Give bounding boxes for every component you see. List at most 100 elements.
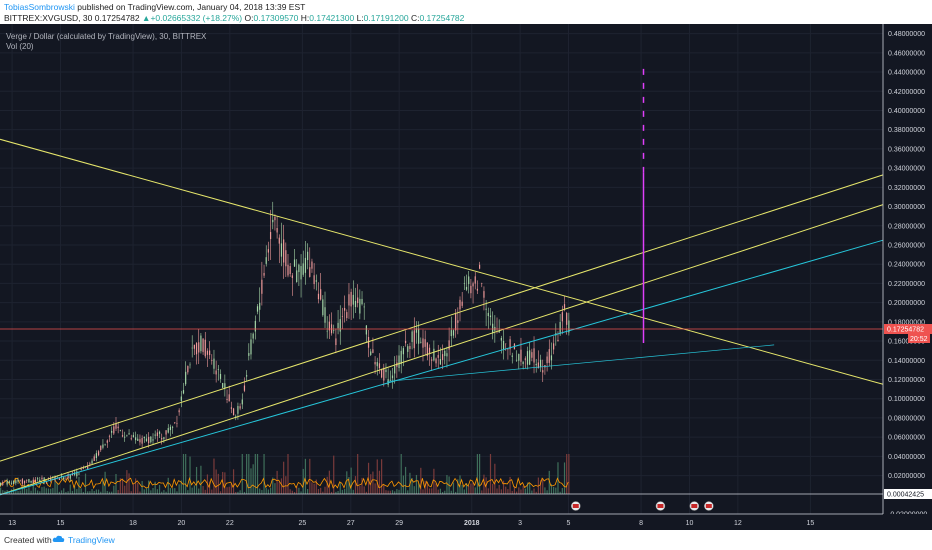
candle bbox=[78, 473, 80, 475]
candle bbox=[265, 257, 267, 264]
time-tick-label: 5 bbox=[567, 520, 571, 527]
candle bbox=[335, 338, 337, 346]
candle bbox=[119, 430, 121, 431]
candle bbox=[520, 349, 522, 362]
candle bbox=[354, 300, 357, 308]
volume-bar bbox=[324, 486, 326, 494]
candle bbox=[259, 302, 261, 310]
volume-bar bbox=[450, 490, 452, 494]
candle bbox=[217, 369, 219, 370]
candle bbox=[248, 353, 250, 356]
candle bbox=[400, 350, 402, 365]
chart-area[interactable]: 0.48000000 0.46000000 0.44000000 0.42000000… bbox=[0, 24, 932, 530]
candle bbox=[474, 276, 476, 284]
candle bbox=[539, 359, 542, 368]
volume-bar bbox=[426, 482, 428, 494]
publish-info: TobiasSombrowski published on TradingVie… bbox=[4, 2, 305, 12]
candle bbox=[228, 394, 230, 402]
candle bbox=[80, 468, 82, 470]
time-tick-label: 15 bbox=[807, 520, 815, 527]
candle bbox=[104, 444, 106, 445]
volume-bar bbox=[352, 489, 354, 494]
volume-bar bbox=[411, 477, 413, 494]
candle bbox=[126, 435, 128, 437]
volume-bar bbox=[542, 478, 544, 494]
candle bbox=[154, 434, 156, 436]
volume-bar bbox=[400, 454, 402, 494]
candle bbox=[272, 219, 274, 223]
candle bbox=[422, 338, 424, 348]
volume-bar bbox=[320, 487, 322, 494]
candle bbox=[111, 431, 113, 433]
candle bbox=[124, 436, 126, 438]
author-link[interactable]: TobiasSombrowski bbox=[4, 2, 75, 12]
candle bbox=[187, 366, 189, 373]
time-tick-label: 20 bbox=[178, 520, 186, 527]
candle bbox=[176, 423, 178, 425]
price-chart[interactable]: 0.48000000 0.46000000 0.44000000 0.42000000… bbox=[0, 24, 932, 530]
event-flag-icon bbox=[705, 504, 712, 508]
last-price: 0.17254782 bbox=[94, 13, 140, 23]
candle bbox=[328, 321, 330, 331]
candle bbox=[63, 477, 65, 480]
volume-bar bbox=[71, 490, 74, 494]
low-label: L: bbox=[356, 13, 364, 23]
volume-bar bbox=[34, 487, 37, 494]
volume-bar bbox=[0, 487, 2, 494]
volume-bar bbox=[296, 486, 298, 494]
volume-bar bbox=[167, 477, 169, 494]
volume-bar bbox=[398, 489, 400, 494]
volume-bar bbox=[82, 491, 84, 494]
volume-bar bbox=[322, 491, 324, 494]
candle bbox=[304, 257, 307, 273]
candle bbox=[333, 330, 335, 331]
volume-bar bbox=[289, 489, 291, 494]
volume-bar bbox=[424, 480, 426, 494]
candle bbox=[459, 299, 461, 310]
volume-bar bbox=[178, 484, 180, 494]
volume-bar bbox=[87, 491, 89, 494]
volume-bar bbox=[354, 476, 357, 494]
volume-bar bbox=[248, 454, 250, 494]
candle bbox=[65, 478, 67, 480]
candle bbox=[487, 312, 489, 317]
time-tick-label: 12 bbox=[734, 520, 742, 527]
volume-bar bbox=[65, 491, 67, 494]
volume-bar bbox=[557, 462, 559, 494]
volume-bar bbox=[476, 454, 479, 494]
volume-bar bbox=[374, 483, 376, 494]
candle bbox=[158, 431, 161, 434]
candle bbox=[232, 408, 235, 416]
tradingview-brand[interactable]: TradingView bbox=[68, 535, 115, 545]
candle bbox=[41, 477, 43, 480]
volume-bar bbox=[274, 483, 276, 494]
candle bbox=[285, 250, 287, 267]
candle bbox=[278, 237, 280, 244]
candle bbox=[481, 283, 483, 284]
volume-bar bbox=[500, 489, 502, 494]
volume-bar bbox=[280, 478, 283, 494]
candle bbox=[274, 216, 276, 221]
volume-bar bbox=[124, 485, 126, 494]
volume-bar bbox=[102, 480, 104, 494]
candle bbox=[195, 343, 198, 355]
candle bbox=[402, 348, 404, 355]
volume-bar bbox=[461, 484, 463, 494]
volume-bar bbox=[176, 491, 178, 494]
high-value: 0.17421300 bbox=[309, 13, 355, 23]
volume-bar bbox=[304, 458, 307, 494]
volume-bar bbox=[259, 488, 261, 494]
volume-bar bbox=[89, 491, 91, 494]
volume-bar bbox=[463, 489, 465, 494]
candle bbox=[93, 456, 95, 461]
candle bbox=[89, 463, 91, 465]
volume-bar bbox=[335, 491, 337, 494]
close-value: 0.17254782 bbox=[419, 13, 465, 23]
candle bbox=[102, 444, 104, 448]
candle bbox=[222, 383, 224, 388]
candle bbox=[263, 272, 265, 276]
volume-bar bbox=[550, 484, 553, 494]
volume-bar bbox=[63, 488, 65, 494]
volume-bar bbox=[60, 490, 63, 494]
trendline bbox=[0, 138, 884, 385]
